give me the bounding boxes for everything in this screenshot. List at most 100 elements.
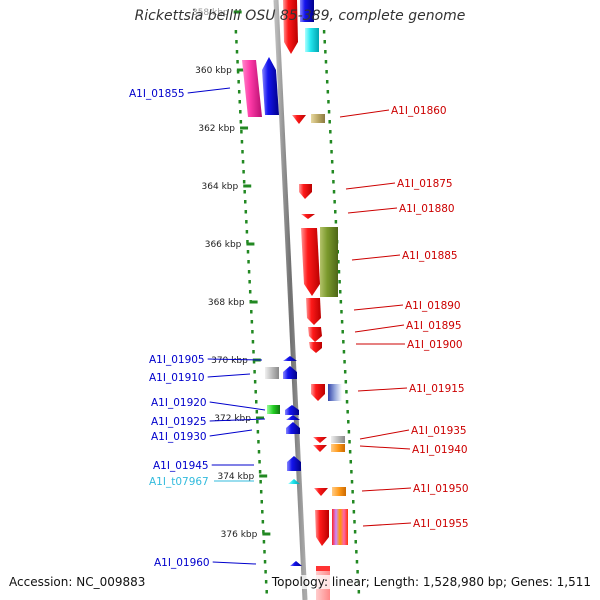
scale-dot — [328, 120, 331, 124]
gene-feature[interactable] — [316, 566, 330, 571]
gene-label[interactable]: A1I_01895 — [406, 320, 462, 332]
gene-feature[interactable] — [290, 561, 302, 566]
gene-feature[interactable] — [242, 60, 262, 117]
gene-label[interactable]: A1I_01900 — [407, 339, 463, 351]
gene-feature[interactable] — [300, 0, 314, 22]
gene-label[interactable]: A1I_01945 — [153, 460, 209, 472]
scale-dot — [235, 40, 238, 44]
scale-dot — [354, 540, 357, 544]
gene-feature[interactable] — [314, 488, 328, 496]
scale-dot — [332, 190, 336, 194]
scale-dot — [334, 210, 337, 214]
gene-label[interactable]: A1I_01925 — [151, 416, 207, 428]
gene-feature[interactable] — [265, 367, 279, 379]
gene-label[interactable]: A1I_01935 — [411, 425, 467, 437]
gene-label[interactable]: A1I_01910 — [149, 372, 205, 384]
gene-label[interactable]: A1I_01930 — [151, 431, 207, 443]
gene-label[interactable]: A1I_01920 — [151, 397, 207, 409]
gene-label[interactable]: A1I_01940 — [412, 444, 468, 456]
scale-dot — [255, 410, 259, 414]
gene-feature[interactable] — [283, 356, 297, 361]
gene-feature[interactable] — [299, 184, 312, 199]
label-leader-line — [212, 561, 257, 565]
scale-tick-label: 368 kbp — [208, 298, 245, 308]
gene-feature[interactable] — [331, 436, 345, 443]
scale-dot — [343, 370, 347, 374]
gene-feature[interactable] — [285, 405, 299, 415]
scale-tick-label: 372 kbp — [214, 414, 251, 424]
gene-feature[interactable] — [286, 422, 300, 434]
scale-dot — [325, 80, 329, 84]
scale-dot — [246, 240, 249, 244]
gene-label[interactable]: A1I_t07967 — [149, 476, 209, 488]
gene-feature[interactable] — [332, 509, 348, 545]
scale-dot — [345, 390, 348, 394]
gene-feature[interactable] — [331, 444, 345, 452]
gene-label[interactable]: A1I_01955 — [413, 518, 469, 530]
gene-feature[interactable] — [313, 437, 327, 443]
gene-label[interactable]: A1I_01905 — [149, 354, 205, 366]
scale-dot — [258, 460, 261, 464]
scale-dot — [259, 480, 262, 484]
gene-feature[interactable] — [306, 298, 321, 325]
gene-feature[interactable] — [292, 115, 306, 124]
gene-feature[interactable] — [287, 456, 301, 471]
gene-label[interactable]: A1I_01860 — [391, 105, 447, 117]
gene-feature[interactable] — [332, 487, 346, 496]
gene-label[interactable]: A1I_01855 — [129, 88, 185, 100]
scale-dot — [264, 570, 267, 574]
scale-dot — [240, 140, 244, 144]
gene-feature[interactable] — [315, 510, 329, 546]
scale-dot — [338, 280, 341, 284]
scale-dot — [348, 440, 351, 444]
genome-summary-text: Topology: linear; Length: 1,528,980 bp; … — [271, 575, 591, 589]
scale-tick-label: 376 kbp — [221, 530, 258, 540]
label-leader-line — [347, 207, 398, 214]
label-leader-line — [361, 487, 412, 492]
gene-feature[interactable] — [283, 0, 298, 54]
scale-dot — [238, 100, 241, 104]
gene-feature[interactable] — [305, 28, 319, 52]
scale-dot — [356, 570, 359, 574]
gene-feature[interactable] — [301, 228, 320, 296]
scale-dot — [327, 110, 331, 114]
gene-label[interactable]: A1I_01960 — [154, 557, 210, 569]
scale-dot — [257, 450, 261, 454]
gene-feature[interactable] — [286, 415, 300, 420]
gene-label[interactable]: A1I_01875 — [397, 178, 453, 190]
scale-dot — [261, 510, 264, 514]
gene-label[interactable]: A1I_01890 — [405, 300, 461, 312]
scale-dot — [349, 460, 353, 464]
gene-label[interactable]: A1I_01885 — [402, 250, 458, 262]
scale-dot — [239, 110, 242, 114]
scale-dot — [348, 450, 352, 454]
gene-label[interactable]: A1I_01950 — [413, 483, 469, 495]
scale-dot — [340, 310, 343, 314]
scale-dot — [324, 60, 328, 64]
gene-feature[interactable] — [308, 327, 322, 342]
gene-label[interactable]: A1I_01915 — [409, 383, 465, 395]
gene-feature[interactable] — [288, 479, 300, 484]
scale-dot — [246, 250, 250, 254]
gene-feature[interactable] — [328, 384, 342, 401]
scale-dot — [342, 350, 346, 354]
label-leader-line — [209, 418, 266, 422]
gene-feature[interactable] — [313, 445, 327, 452]
scale-dot — [357, 590, 361, 594]
gene-feature[interactable] — [301, 214, 315, 219]
gene-feature[interactable] — [311, 114, 325, 123]
gene-feature[interactable] — [311, 384, 325, 401]
gene-label[interactable]: A1I_01880 — [399, 203, 455, 215]
gene-feature[interactable] — [262, 57, 279, 115]
scale-dot — [240, 130, 243, 134]
gene-feature[interactable] — [267, 405, 280, 414]
scale-dot — [332, 180, 335, 184]
scale-dot — [350, 480, 354, 484]
gene-feature[interactable] — [309, 342, 322, 353]
scale-dot — [256, 430, 260, 434]
scale-dot — [245, 220, 248, 224]
gene-feature[interactable] — [283, 366, 297, 379]
gene-feature[interactable] — [320, 227, 338, 297]
scale-dot — [342, 340, 345, 344]
